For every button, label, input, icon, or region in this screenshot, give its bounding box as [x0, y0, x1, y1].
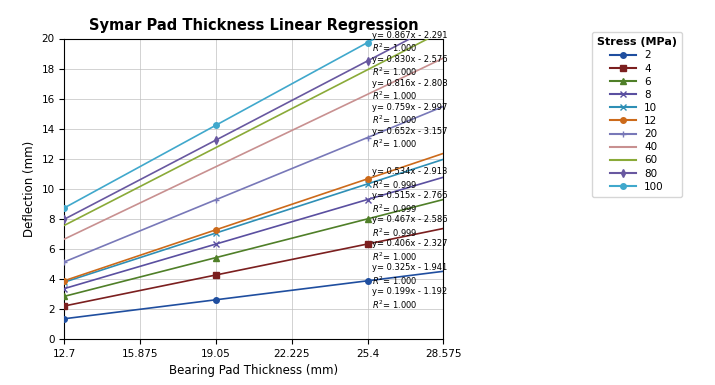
Text: y= 0.867x - 2.291
$R^2$= 1.000: y= 0.867x - 2.291 $R^2$= 1.000 — [373, 31, 448, 54]
Text: y= 0.534x - 2.913
$R^2$= 0.999: y= 0.534x - 2.913 $R^2$= 0.999 — [373, 167, 448, 191]
Legend: 2, 4, 6, 8, 10, 12, 20, 40, 60, 80, 100: 2, 4, 6, 8, 10, 12, 20, 40, 60, 80, 100 — [591, 32, 682, 197]
Text: y= 0.325x - 1.941
$R^2$= 1.000: y= 0.325x - 1.941 $R^2$= 1.000 — [373, 263, 448, 287]
Text: y= 0.199x - 1.192
$R^2$= 1.000: y= 0.199x - 1.192 $R^2$= 1.000 — [373, 287, 448, 311]
Text: y= 0.406x - 2.327
$R^2$= 1.000: y= 0.406x - 2.327 $R^2$= 1.000 — [373, 239, 448, 263]
Text: y= 0.467x - 2.586
$R^2$= 0.999: y= 0.467x - 2.586 $R^2$= 0.999 — [373, 215, 448, 239]
Text: y= 0.816x - 2.808
$R^2$= 1.000: y= 0.816x - 2.808 $R^2$= 1.000 — [373, 79, 448, 102]
Text: y= 0.830x - 2.576
$R^2$= 1.000: y= 0.830x - 2.576 $R^2$= 1.000 — [373, 55, 448, 78]
X-axis label: Bearing Pad Thickness (mm): Bearing Pad Thickness (mm) — [169, 364, 338, 377]
Title: Symar Pad Thickness Linear Regression: Symar Pad Thickness Linear Regression — [89, 18, 419, 33]
Text: y= 0.515x - 2.766
$R^2$= 0.999: y= 0.515x - 2.766 $R^2$= 0.999 — [373, 191, 448, 215]
Text: y= 0.652x - 3.157
$R^2$= 1.000: y= 0.652x - 3.157 $R^2$= 1.000 — [373, 127, 448, 151]
Text: y= 0.759x - 2.997
$R^2$= 1.000: y= 0.759x - 2.997 $R^2$= 1.000 — [373, 103, 448, 126]
Y-axis label: Deflection (mm): Deflection (mm) — [23, 141, 36, 237]
